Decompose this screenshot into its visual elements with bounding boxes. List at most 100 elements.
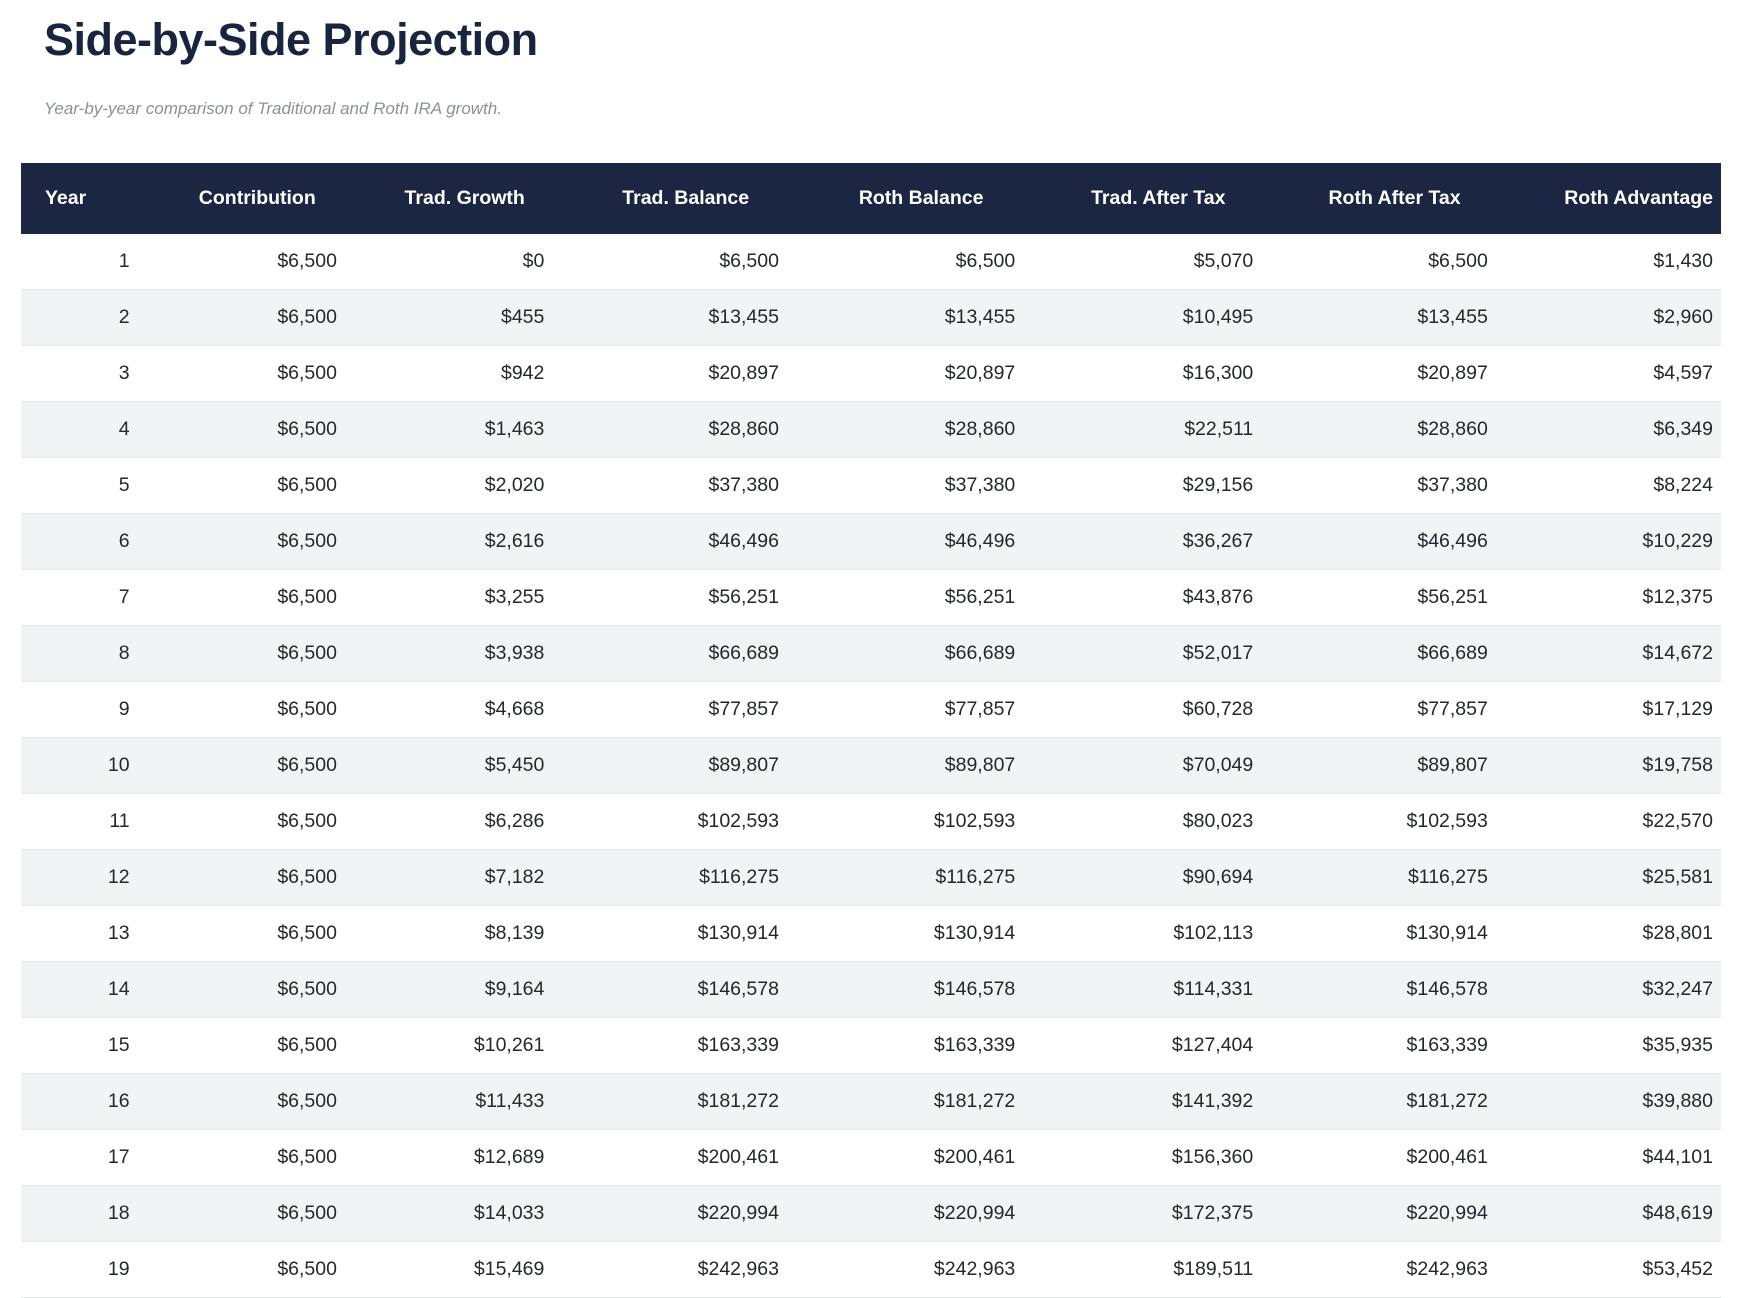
cell-trad-after-tax: $80,023: [1182, 809, 1254, 832]
cell-contribution: $6,500: [277, 865, 337, 888]
table-header: Year Contribution Trad. Growth Trad. Balanc…: [21, 162, 1721, 234]
cell-trad-after-tax: $90,694: [1182, 865, 1254, 888]
cell-trad-balance: $6,500: [719, 249, 779, 272]
column-header-trad-after-tax: Trad. After Tax: [1039, 162, 1278, 234]
cell-contribution: $6,500: [277, 417, 337, 440]
cell-roth-balance: $66,689: [944, 641, 1016, 664]
cell-trad-growth: $15,469: [473, 1257, 545, 1280]
cell-roth-after-tax: $102,593: [1406, 809, 1488, 832]
cell-roth-advantage: $22,570: [1642, 809, 1714, 832]
cell-trad-after-tax: $36,267: [1182, 529, 1254, 552]
cell-roth-balance: $130,914: [933, 921, 1016, 944]
table-body: 1 $6,500 $0 $6,500 $6,500 $5,070 $6,500 $1,430 2…: [21, 233, 1721, 1298]
table-row: 15 $6,500 $10,261 $163,339 $163,339 $127,404 $…: [21, 1017, 1721, 1074]
cell-year: 9: [118, 697, 130, 720]
cell-trad-after-tax: $114,331: [1173, 977, 1254, 1000]
table-row: 18 $6,500 $14,033 $220,994 $220,994 $172,375 $…: [21, 1185, 1721, 1242]
cell-roth-balance: $146,578: [933, 977, 1016, 1000]
cell-roth-after-tax: $46,496: [1417, 529, 1488, 552]
cell-year: 6: [118, 529, 130, 552]
cell-roth-balance: $242,963: [933, 1257, 1016, 1280]
cell-trad-growth: $11,433: [475, 1089, 545, 1112]
cell-roth-after-tax: $66,689: [1417, 641, 1488, 664]
cell-roth-balance: $163,339: [933, 1033, 1016, 1056]
cell-roth-after-tax: $77,857: [1417, 697, 1488, 720]
cell-trad-after-tax: $156,360: [1171, 1145, 1254, 1168]
table-row: 2 $6,500 $455 $13,455 $13,455 $10,495 $13,455 $…: [21, 289, 1721, 346]
cell-roth-after-tax: $163,339: [1406, 1033, 1488, 1056]
cell-contribution: $6,500: [277, 529, 337, 552]
table-row: 12 $6,500 $7,182 $116,275 $116,275 $90,694 $11…: [21, 849, 1721, 906]
table-row: 3 $6,500 $942 $20,897 $20,897 $16,300 $20,897 $…: [21, 345, 1721, 402]
cell-contribution: $6,500: [277, 977, 337, 1000]
cell-trad-balance: $181,272: [697, 1089, 779, 1112]
cell-roth-after-tax: $56,251: [1417, 585, 1488, 608]
cell-year: 15: [107, 1033, 130, 1056]
cell-roth-advantage: $19,758: [1642, 753, 1714, 776]
cell-roth-after-tax: $130,914: [1406, 921, 1488, 944]
column-header-year: Year: [21, 162, 154, 234]
cell-year: 14: [107, 977, 130, 1000]
cell-contribution: $6,500: [277, 1033, 337, 1056]
cell-contribution: $6,500: [277, 809, 337, 832]
cell-trad-growth: $1,463: [484, 417, 545, 440]
cell-year: 7: [118, 585, 130, 608]
table-row: 1 $6,500 $0 $6,500 $6,500 $5,070 $6,500 $1,430: [21, 233, 1721, 290]
cell-trad-balance: $28,860: [708, 417, 779, 440]
table-row: 14 $6,500 $9,164 $146,578 $146,578 $114,331 $1…: [21, 961, 1721, 1018]
cell-year: 5: [118, 473, 130, 496]
cell-roth-after-tax: $200,461: [1406, 1145, 1488, 1168]
cell-contribution: $6,500: [277, 1089, 337, 1112]
cell-trad-after-tax: $52,017: [1182, 641, 1254, 664]
cell-roth-advantage: $2,960: [1653, 305, 1713, 328]
cell-roth-advantage: $14,672: [1642, 641, 1714, 664]
cell-year: 10: [107, 753, 130, 776]
cell-year: 17: [107, 1145, 130, 1168]
table-row: 8 $6,500 $3,938 $66,689 $66,689 $52,017 $66,68…: [21, 625, 1721, 682]
cell-trad-growth: $942: [500, 361, 545, 384]
cell-trad-after-tax: $127,404: [1171, 1033, 1254, 1056]
cell-trad-growth: $10,261: [473, 1033, 545, 1056]
cell-trad-balance: $89,807: [708, 753, 779, 776]
cell-contribution: $6,500: [277, 1257, 337, 1280]
header-row: Year Contribution Trad. Growth Trad. Balanc…: [21, 162, 1721, 234]
cell-trad-growth: $2,020: [484, 473, 545, 496]
cell-year: 12: [107, 865, 130, 888]
cell-trad-balance: $116,275: [699, 865, 779, 888]
cell-year: 19: [107, 1257, 130, 1280]
cell-trad-balance: $66,689: [708, 641, 779, 664]
cell-trad-after-tax: $60,728: [1182, 697, 1254, 720]
cell-trad-after-tax: $141,392: [1171, 1089, 1254, 1112]
cell-roth-after-tax: $220,994: [1406, 1201, 1488, 1224]
table-row: 19 $6,500 $15,469 $242,963 $242,963 $189,511 $…: [21, 1241, 1721, 1298]
cell-trad-growth: $7,182: [484, 865, 545, 888]
cell-roth-advantage: $53,452: [1642, 1257, 1714, 1280]
cell-roth-balance: $220,994: [933, 1201, 1016, 1224]
cell-trad-growth: $9,164: [484, 977, 545, 1000]
cell-roth-balance: $20,897: [944, 361, 1016, 384]
cell-year: 13: [107, 921, 130, 944]
cell-roth-after-tax: $28,860: [1417, 417, 1488, 440]
cell-trad-growth: $3,255: [484, 585, 545, 608]
cell-trad-balance: $20,897: [708, 361, 779, 384]
cell-trad-after-tax: $29,156: [1182, 473, 1254, 496]
cell-trad-growth: $455: [500, 305, 545, 328]
cell-roth-balance: $13,455: [944, 305, 1016, 328]
cell-roth-balance: $28,860: [944, 417, 1016, 440]
cell-trad-after-tax: $10,495: [1182, 305, 1254, 328]
cell-trad-after-tax: $16,300: [1182, 361, 1254, 384]
table-row: 17 $6,500 $12,689 $200,461 $200,461 $156,360 $…: [21, 1129, 1721, 1186]
cell-roth-balance: $200,461: [933, 1145, 1016, 1168]
cell-contribution: $6,500: [277, 697, 337, 720]
cell-roth-advantage: $6,349: [1653, 417, 1713, 440]
column-header-roth-after-tax: Roth After Tax: [1277, 162, 1512, 234]
cell-roth-balance: $77,857: [944, 697, 1016, 720]
page-subtitle: Year-by-year comparison of Traditional a…: [44, 98, 502, 118]
cell-contribution: $6,500: [277, 641, 337, 664]
cell-trad-after-tax: $43,876: [1182, 585, 1254, 608]
cell-roth-balance: $37,380: [944, 473, 1016, 496]
table-row: 13 $6,500 $8,139 $130,914 $130,914 $102,113 $1…: [21, 905, 1721, 962]
cell-trad-balance: $77,857: [708, 697, 779, 720]
cell-year: 16: [107, 1089, 130, 1112]
cell-roth-balance: $102,593: [933, 809, 1016, 832]
